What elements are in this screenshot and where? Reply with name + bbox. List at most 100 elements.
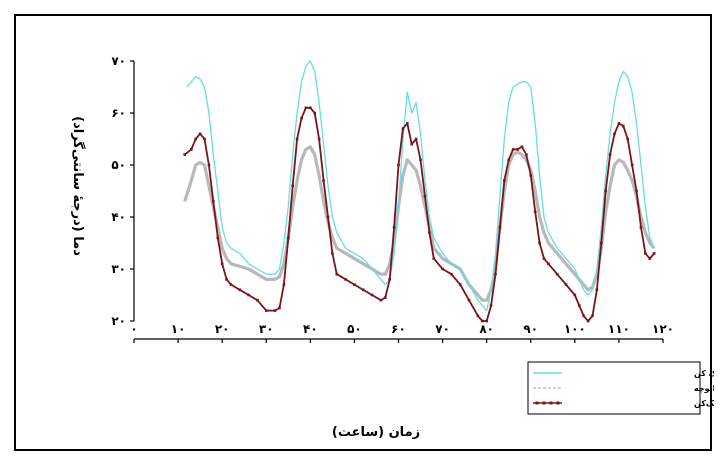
data-point xyxy=(313,111,317,115)
data-point xyxy=(441,267,444,271)
data-point xyxy=(247,293,250,297)
data-point xyxy=(480,319,484,323)
data-point xyxy=(198,132,202,136)
y-tick-label: ۴۰ xyxy=(111,210,126,224)
x-tick-label: ۱۰۰ xyxy=(564,322,586,336)
chart-frame: ۲۰ ۳۰ ۴۰ ۵۰ ۶۰ ۷۰ ۰ ۱۰ ۲۰ ۳۰ ۴۰ ۵۰ ۶۰ ۷۰ ۸۰ ۹۰ ۱۰۰ ۱۱۰ ۱۲… xyxy=(14,14,714,451)
data-point xyxy=(207,163,211,167)
x-tick-label: ۸۰ xyxy=(479,322,494,336)
data-point xyxy=(617,122,621,125)
series-layer xyxy=(183,60,656,323)
legend-item: دمای داخل اتوچه xyxy=(533,384,714,393)
legend-box xyxy=(527,361,701,415)
data-point xyxy=(608,153,612,156)
data-point xyxy=(652,252,656,255)
data-point xyxy=(344,278,347,281)
data-point xyxy=(361,288,365,292)
x-tick-label: ۹۰ xyxy=(523,322,538,336)
data-point xyxy=(419,158,422,162)
series-line xyxy=(183,145,656,302)
data-point xyxy=(533,210,537,214)
data-point xyxy=(525,153,528,156)
series-3 xyxy=(183,106,656,323)
x-tick-label: ۴۰ xyxy=(303,322,318,336)
data-point xyxy=(406,122,409,125)
data-point xyxy=(353,283,356,286)
data-point xyxy=(317,137,321,141)
data-point xyxy=(485,319,488,323)
data-point xyxy=(613,132,616,136)
data-point xyxy=(220,262,224,266)
data-point xyxy=(300,116,303,120)
data-point xyxy=(573,293,577,297)
data-point xyxy=(194,137,198,141)
data-point xyxy=(264,309,268,312)
data-point xyxy=(458,283,462,286)
data-point xyxy=(256,298,259,302)
y-axis-label: دما (درجهٔ سانتی‌گراد) xyxy=(70,116,86,256)
legend-item: دمای هوای خروجی خشک‌کن xyxy=(533,399,714,408)
y-tick-label: ۳۰ xyxy=(111,262,126,276)
data-point xyxy=(564,283,568,286)
data-point xyxy=(432,257,436,260)
legend-label: دمای هوای ورودی به خشک کن xyxy=(694,369,714,378)
data-point xyxy=(335,272,339,276)
series-1 xyxy=(186,60,655,312)
data-point xyxy=(648,257,652,260)
data-point xyxy=(238,288,242,292)
y-tick-label: ۶۰ xyxy=(111,106,126,120)
data-point xyxy=(388,278,391,281)
legend-marker xyxy=(535,401,539,405)
data-point xyxy=(626,137,630,141)
legend-marker xyxy=(542,401,546,405)
data-point xyxy=(507,158,511,162)
series-2 xyxy=(183,145,656,302)
legend-label: دمای هوای خروجی خشک‌کن xyxy=(694,399,714,408)
data-point xyxy=(520,145,524,149)
x-tick-label: ۵۰ xyxy=(347,322,362,336)
data-point xyxy=(212,200,215,203)
data-point xyxy=(410,142,414,146)
data-point xyxy=(467,298,471,302)
data-point xyxy=(498,226,502,229)
data-point xyxy=(401,127,405,130)
data-point xyxy=(582,314,585,318)
data-point xyxy=(542,257,546,260)
y-axis: ۲۰ ۳۰ ۴۰ ۵۰ ۶۰ ۷۰ xyxy=(111,54,135,328)
data-point xyxy=(622,124,625,128)
data-point xyxy=(630,163,634,167)
data-point xyxy=(216,236,220,240)
data-point xyxy=(229,283,233,286)
data-point xyxy=(183,153,186,156)
data-point xyxy=(644,252,647,255)
data-point xyxy=(599,241,603,245)
y-tick-label: ۲۰ xyxy=(111,314,126,328)
data-point xyxy=(190,148,193,151)
data-point xyxy=(555,272,559,276)
data-point xyxy=(392,226,396,229)
data-point xyxy=(379,298,383,302)
data-point xyxy=(489,304,493,307)
data-point xyxy=(322,179,325,182)
data-point xyxy=(586,319,590,323)
data-point xyxy=(291,184,294,188)
x-tick-label: ۲۰ xyxy=(215,322,230,336)
y-tick-label: ۵۰ xyxy=(111,158,126,172)
data-point xyxy=(304,106,308,110)
legend-item: دمای هوای ورودی به خشک کن xyxy=(533,369,714,378)
data-point xyxy=(538,241,541,245)
x-tick-label: ۱۲۰ xyxy=(652,322,674,336)
x-tick-label: ۰ xyxy=(130,322,137,336)
data-point xyxy=(423,194,427,198)
x-tick-label: ۱۱۰ xyxy=(608,322,630,336)
data-point xyxy=(203,137,206,141)
data-point xyxy=(414,137,418,141)
x-tick-label: ۷۰ xyxy=(435,322,450,336)
data-point xyxy=(511,148,515,151)
data-point xyxy=(494,272,497,276)
x-axis: ۰ ۱۰ ۲۰ ۳۰ ۴۰ ۵۰ ۶۰ ۷۰ ۸۰ ۹۰ ۱۰۰ ۱۱۰ ۱۲۰ xyxy=(130,322,674,343)
data-point xyxy=(635,189,638,193)
legend-label: دمای داخل اتوچه xyxy=(694,384,714,393)
data-point xyxy=(450,272,453,276)
data-point xyxy=(282,283,286,286)
